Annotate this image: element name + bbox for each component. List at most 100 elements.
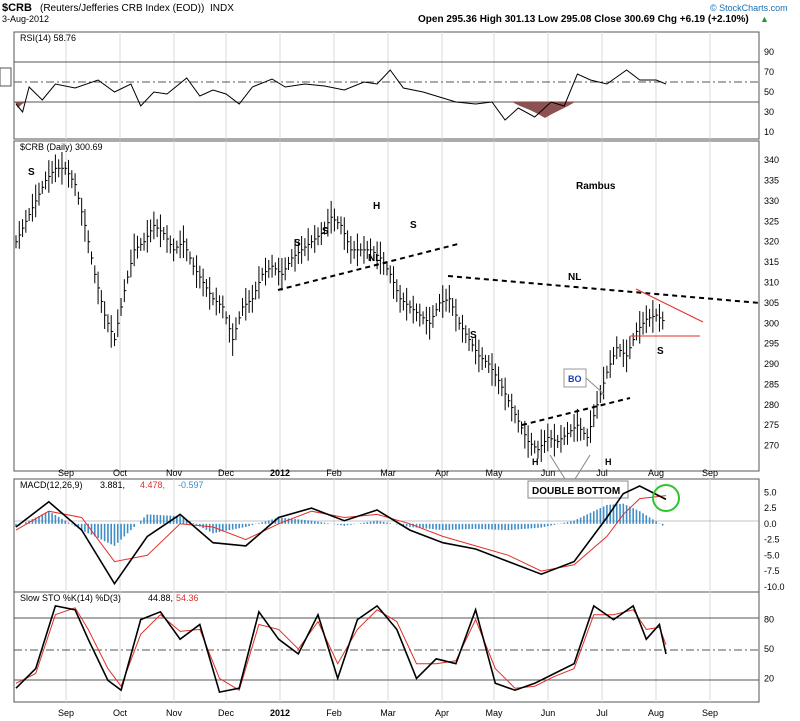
- macd-hist-bar: [25, 522, 27, 524]
- macd-hist-bar: [153, 514, 155, 524]
- rsi-tick-labels: 90 70 50 30 10: [764, 47, 774, 137]
- macd-hist-bar: [267, 520, 270, 524]
- macd-hist-bar: [116, 523, 119, 543]
- macd-hist-bar: [553, 523, 556, 525]
- macd-panel: [13, 478, 760, 593]
- price-tick-labels: 340 335 330 325 320 315 310 305 300 295 290 285 280 2…: [764, 155, 779, 450]
- macd-hist-bar: [481, 523, 483, 530]
- x-tick-label: Feb: [326, 468, 342, 478]
- x-tick-label: Jul: [596, 468, 608, 478]
- macd-hist-bar: [530, 523, 533, 529]
- macd-hist-bar: [366, 522, 369, 524]
- macd-hist-bar: [258, 523, 260, 524]
- x-tick-label: Jun: [541, 708, 556, 718]
- macd-hist-bar: [244, 523, 247, 527]
- macd-hist-bar: [586, 514, 589, 524]
- y-tick-label: -5.0: [764, 550, 780, 560]
- macd-hist-bar: [635, 509, 638, 524]
- macd-hist-bar: [31, 519, 34, 524]
- macd-hist-bar: [327, 523, 329, 524]
- macd-hist-bar: [501, 523, 503, 530]
- macd-hist-bar: [382, 521, 385, 524]
- sto-name: Slow STO %K(14) %D(3): [20, 593, 121, 603]
- macd-hist-bar: [592, 511, 595, 524]
- y-tick-label: 20: [764, 673, 774, 683]
- s-label-3: S: [322, 226, 329, 237]
- y-tick-label: 70: [764, 67, 774, 77]
- macd-hist-bar: [563, 522, 566, 524]
- nl-label-1: NL: [368, 253, 381, 264]
- s-label-4: S: [410, 220, 417, 231]
- x-tick-label: Nov: [166, 708, 183, 718]
- macd-hist-bar: [396, 523, 398, 525]
- macd-hist-bar: [441, 523, 444, 531]
- macd-hist-bar: [458, 523, 460, 530]
- macd-hist-bar: [139, 520, 142, 524]
- y-tick-label: 5.0: [764, 487, 777, 497]
- macd-hist-bar: [386, 522, 388, 524]
- macd-hist-bar: [448, 523, 451, 530]
- bo-callout: [563, 368, 587, 388]
- y-tick-label: 275: [764, 420, 779, 430]
- macd-hist-bar: [517, 523, 520, 530]
- macd-hist-bar: [583, 515, 585, 524]
- macd-hist-bar: [228, 523, 231, 531]
- macd-hist-bar: [566, 522, 569, 524]
- macd-hist-bar: [44, 512, 47, 524]
- macd-hist-bar: [340, 523, 342, 526]
- macd-hist-bar: [320, 522, 323, 524]
- y-tick-label: 50: [764, 644, 774, 654]
- macd-hist-bar: [428, 523, 431, 529]
- double-bottom-label: DOUBLE BOTTOM: [532, 486, 620, 497]
- macd-hist-bar: [652, 519, 654, 524]
- macd-hist-bar: [373, 521, 375, 524]
- macd-hist-bar: [402, 523, 405, 526]
- x-tick-label: Feb: [326, 708, 342, 718]
- macd-hist-bar: [146, 514, 149, 524]
- macd-hist-bar: [435, 523, 438, 530]
- macd-hist-bar: [192, 523, 195, 524]
- x-tick-label: Aug: [648, 468, 664, 478]
- macd-hist-bar: [606, 504, 608, 524]
- macd-hist-bar: [369, 521, 372, 524]
- ohlc-readout: Open 295.36 High 301.13 Low 295.08 Close…: [418, 14, 749, 25]
- macd-hist-bar: [527, 523, 529, 529]
- macd-hist-bar: [451, 523, 454, 530]
- macd-hist-bar: [661, 523, 664, 526]
- sto-k-line: [15, 604, 667, 694]
- macd-hist-bar: [51, 513, 53, 524]
- s-label-2: S: [294, 238, 301, 249]
- stockcharts-credit: © StockCharts.com: [710, 3, 788, 13]
- macd-hist-bar: [195, 523, 198, 525]
- pattern-annotations: [277, 243, 761, 480]
- rsi-panel: [13, 31, 760, 140]
- macd-hist-bar: [130, 523, 132, 531]
- macd-hist-bar: [343, 523, 346, 526]
- macd-hist-bar: [179, 516, 181, 524]
- panel-collapse-icon[interactable]: [0, 67, 12, 87]
- macd-hist-bar: [271, 519, 273, 524]
- macd-hist-bar: [379, 521, 382, 524]
- macd-hist-bar: [638, 511, 641, 524]
- macd-hist-bar: [199, 523, 201, 527]
- y-tick-label: 0.0: [764, 519, 777, 529]
- rambus-label: Rambus: [576, 181, 616, 192]
- s-label-5: S: [470, 330, 477, 341]
- y-tick-label: 305: [764, 298, 779, 308]
- macd-hist-bar: [169, 515, 172, 524]
- x-tick-label: Apr: [435, 708, 449, 718]
- macd-tick-labels: 5.0 2.5 0.0 -2.5 -5.0 -7.5 -10.0: [764, 487, 785, 592]
- macd-name: MACD(12,26,9): [20, 480, 83, 490]
- macd-hist-bar: [655, 521, 657, 524]
- macd-hist-bar: [90, 523, 93, 535]
- y-tick-label: 30: [764, 107, 774, 117]
- macd-hist-bar: [182, 517, 185, 524]
- macd-hist-bar: [579, 517, 582, 524]
- x-axis-mid: Sep Oct Nov Dec 2012 Feb Mar Apr May Jun Jul Aug Sep: [58, 468, 718, 478]
- macd-hist-bar: [185, 519, 188, 524]
- macd-hist-bar: [317, 521, 319, 524]
- y-tick-label: 340: [764, 155, 779, 165]
- price-label: $CRB (Daily) 300.69: [20, 142, 103, 152]
- rsi-label: RSI(14) 58.76: [20, 33, 76, 43]
- macd-histogram: [15, 503, 664, 546]
